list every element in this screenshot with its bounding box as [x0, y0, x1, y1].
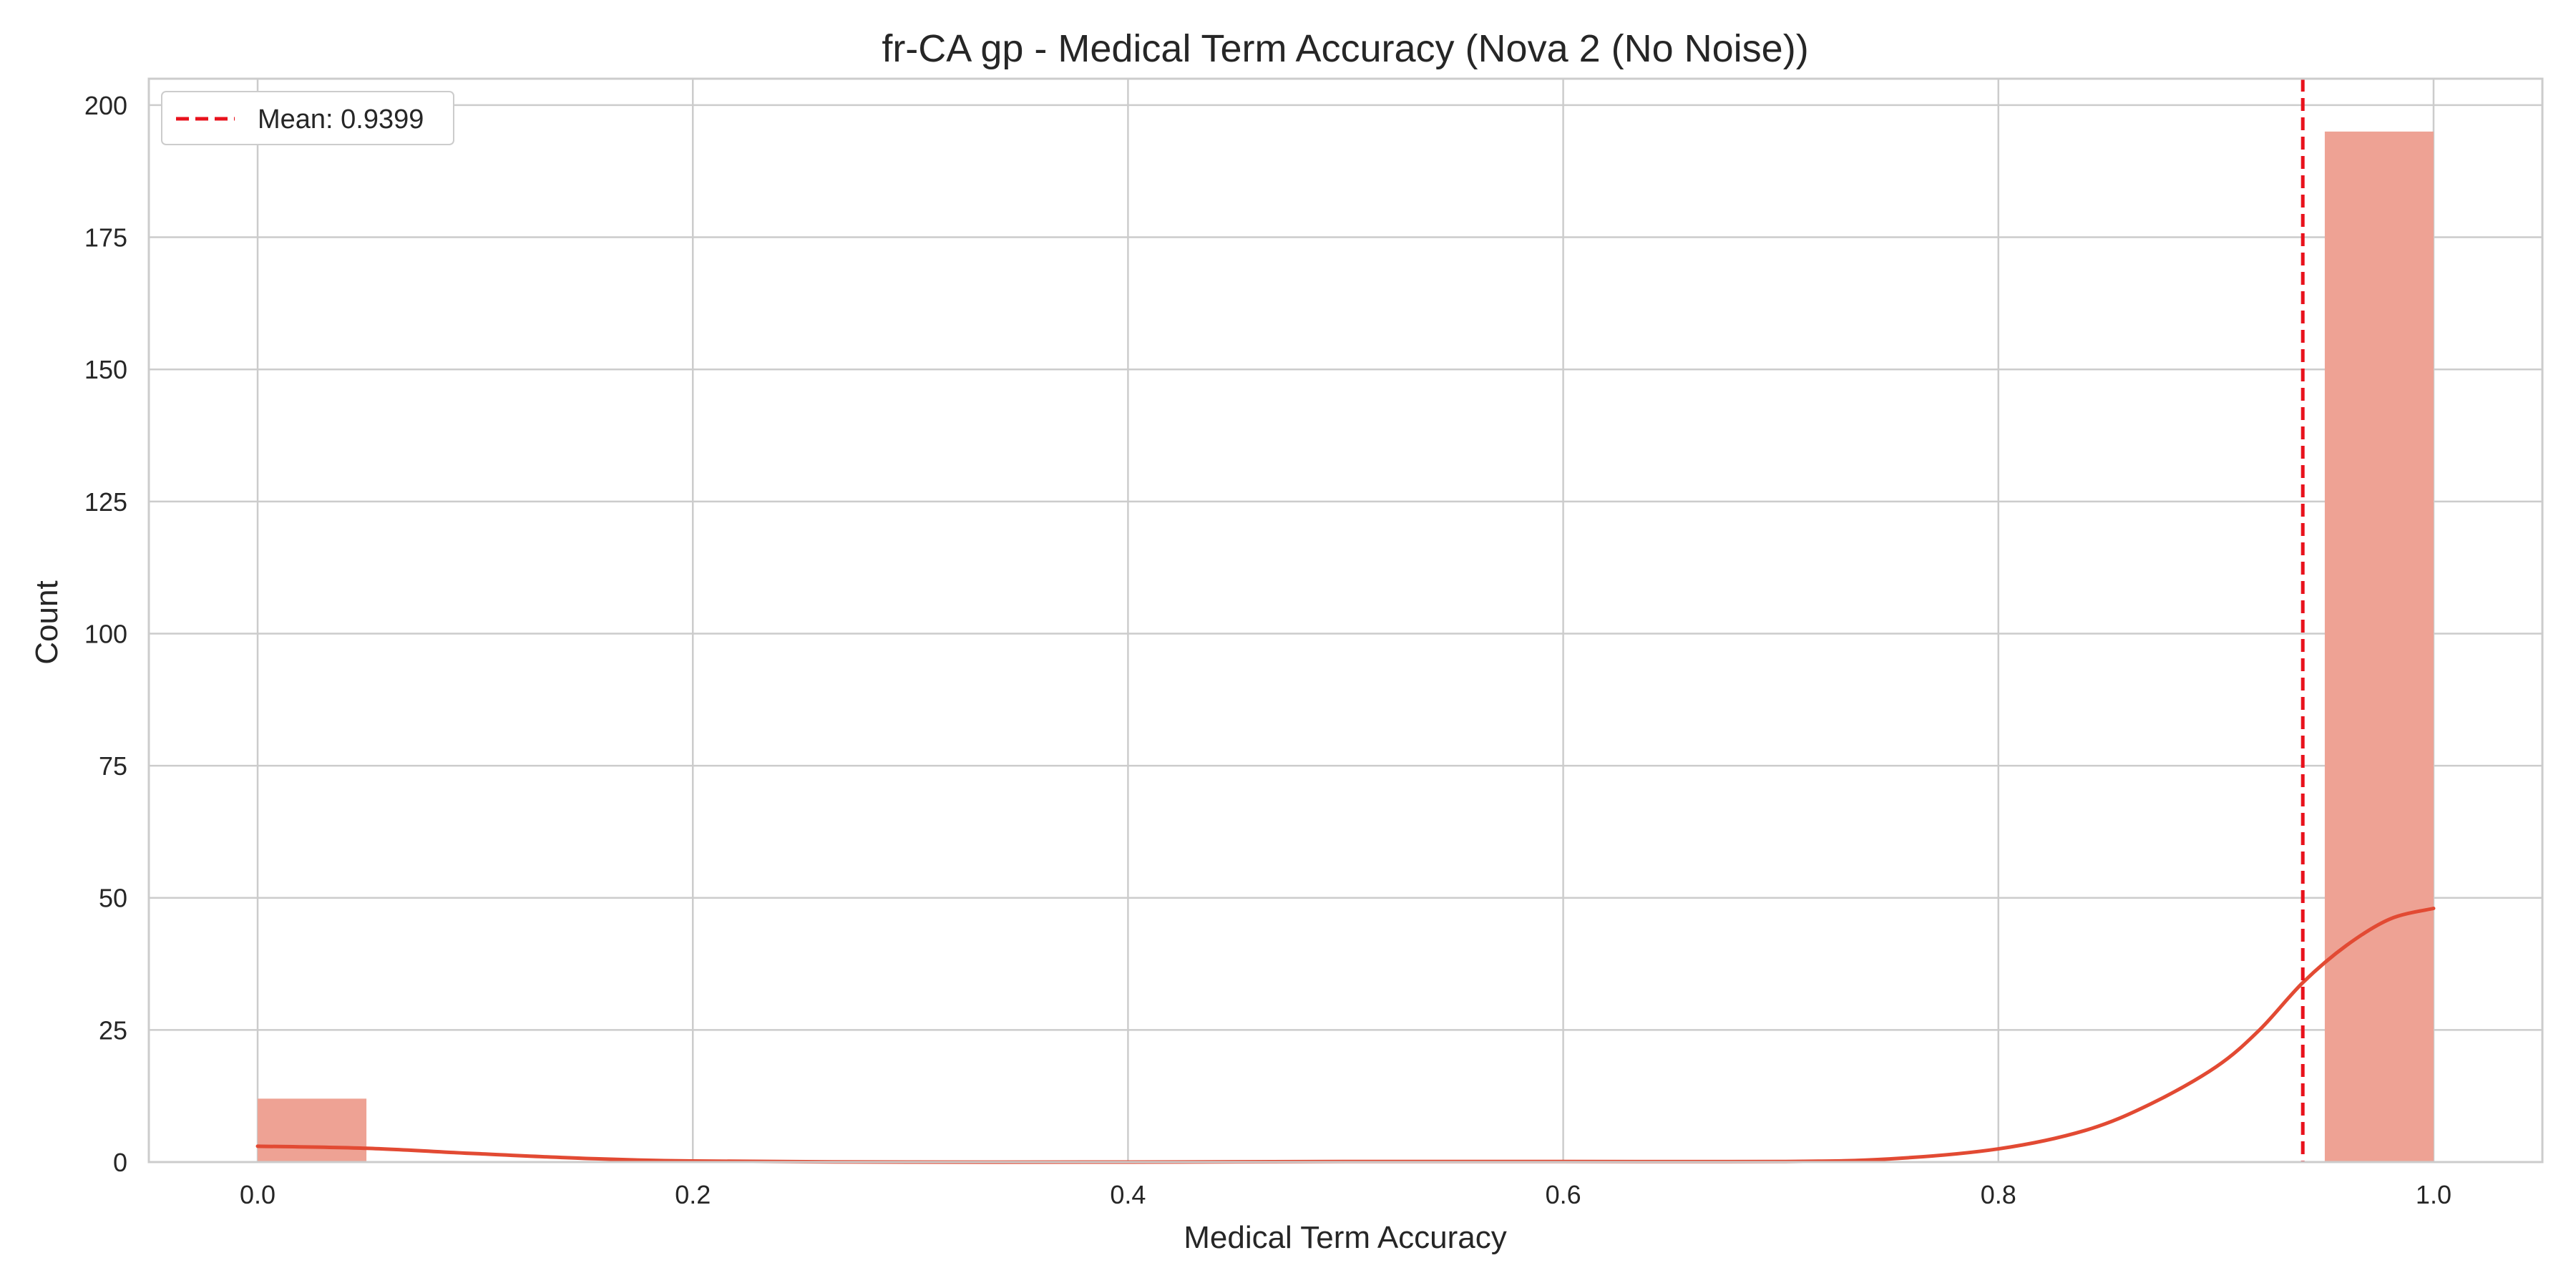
y-tick-label: 150 [84, 355, 127, 384]
legend-label: Mean: 0.9399 [258, 104, 424, 135]
plot-frame [147, 77, 2544, 1163]
y-tick-label: 125 [84, 487, 127, 517]
y-axis-label: Count [29, 580, 64, 664]
histogram-bar [258, 1098, 367, 1162]
y-tick-label: 50 [99, 884, 127, 913]
legend: Mean: 0.9399 [161, 91, 454, 145]
x-tick-label: 0.8 [1981, 1180, 2016, 1209]
x-tick-label: 1.0 [2416, 1180, 2451, 1209]
chart-title: fr-CA gp - Medical Term Accuracy (Nova 2… [882, 27, 1808, 70]
y-tick-label: 175 [84, 223, 127, 253]
x-tick-label: 0.6 [1546, 1180, 1581, 1209]
x-tick-label: 0.2 [675, 1180, 711, 1209]
x-tick-label: 0.0 [240, 1180, 275, 1209]
y-tick-labels: 0 25 50 75 100 125 150 175 200 [84, 91, 127, 1177]
x-tick-label: 0.4 [1110, 1180, 1146, 1209]
y-tick-label: 75 [99, 751, 127, 781]
histogram-bar [2324, 131, 2434, 1163]
x-axis-label: Medical Term Accuracy [1184, 1220, 1507, 1255]
legend-box [161, 91, 454, 145]
y-tick-label: 25 [99, 1015, 127, 1045]
x-tick-labels: 0.0 0.2 0.4 0.6 0.8 1.0 [240, 1180, 2451, 1209]
y-tick-label: 200 [84, 91, 127, 120]
histogram-bars [258, 131, 2434, 1163]
y-tick-label: 0 [113, 1148, 127, 1177]
y-tick-label: 100 [84, 619, 127, 648]
